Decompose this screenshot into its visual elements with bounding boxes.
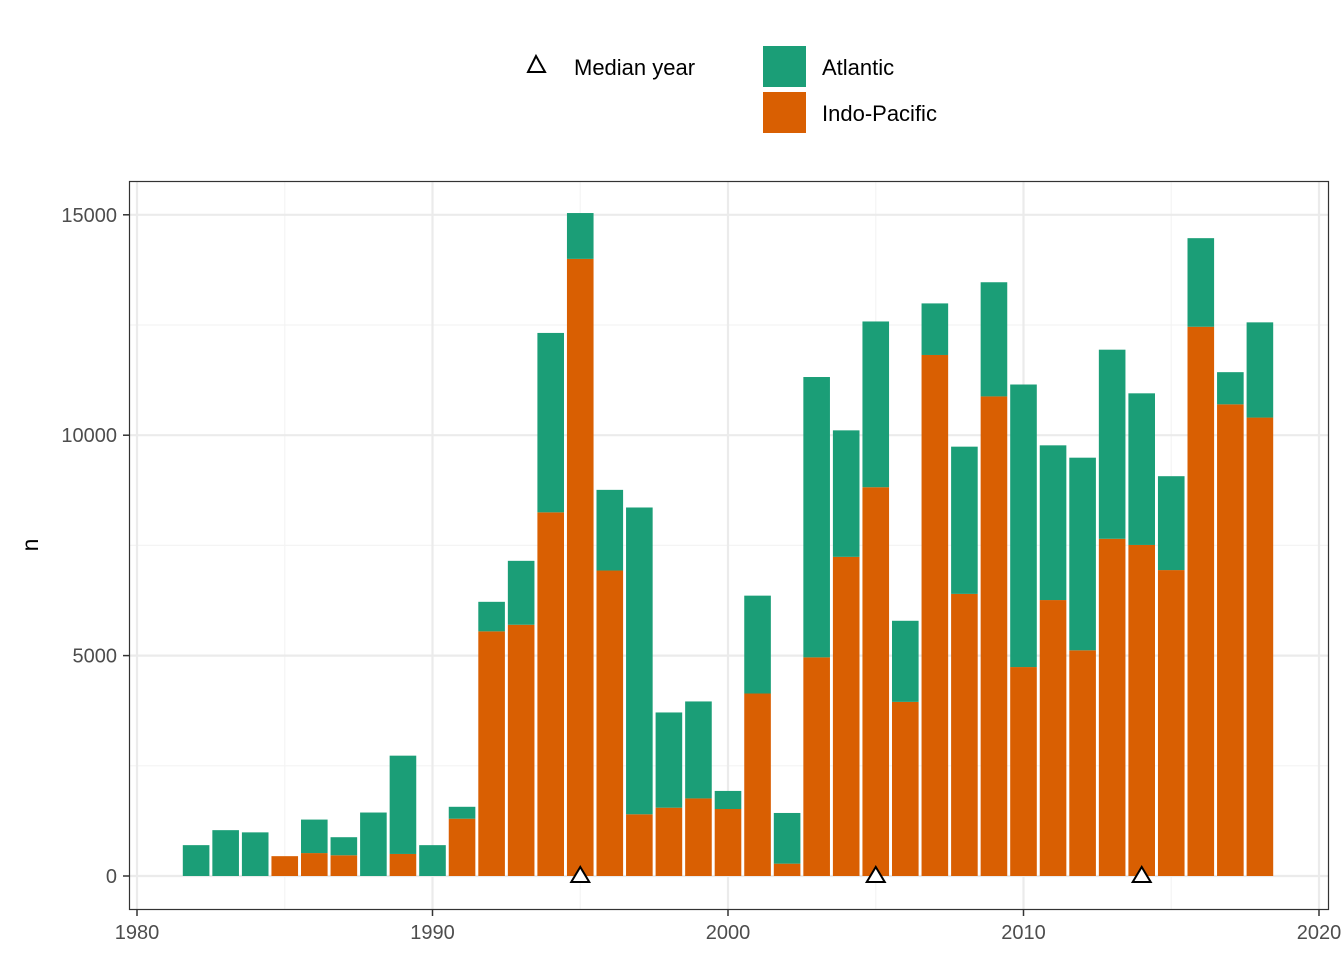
bar-atlantic-1991 [448,806,476,819]
bar-atlantic-2009 [980,282,1008,397]
bar-indo-pacific-2012 [1069,650,1096,876]
x-tick-label-2000: 2000 [706,922,751,944]
bar-atlantic-2017 [1217,372,1244,405]
bar-atlantic-2007 [921,303,949,355]
bar-indo-pacific-2016 [1187,326,1215,877]
bar-indo-pacific-1993 [507,624,535,876]
bar-atlantic-2015 [1157,476,1185,571]
legend-key-atlantic [763,46,806,87]
legend: Median year Atlantic Indo-Pacific [526,46,937,133]
bar-indo-pacific-1987 [330,855,358,876]
bar-atlantic-1993 [507,560,535,625]
median-year-triangle-icon [526,53,547,73]
bar-indo-pacific-2014 [1128,544,1155,876]
bar-indo-pacific-1992 [478,631,505,876]
median-year-marker-1995 [569,865,592,883]
legend-key-indo-pacific [763,92,806,133]
bar-indo-pacific-2011 [1039,600,1067,876]
legend-label-atlantic: Atlantic [822,55,894,80]
bar-indo-pacific-1999 [685,798,712,876]
bar-indo-pacific-2007 [921,354,949,877]
bar-atlantic-2004 [832,430,860,557]
bar-indo-pacific-1986 [301,853,328,876]
bar-indo-pacific-2004 [832,556,860,876]
bars [182,213,1274,877]
legend-item-median-year: Median year [526,53,695,80]
bar-atlantic-1995 [566,213,594,259]
bar-indo-pacific-2017 [1217,404,1244,876]
bar-atlantic-2016 [1187,238,1215,327]
bar-indo-pacific-2001 [744,693,771,876]
x-tick-label-1980: 1980 [115,922,160,944]
plot-panel [128,180,1330,911]
bar-atlantic-1999 [685,701,712,799]
bar-atlantic-2014 [1128,393,1155,545]
y-tick-label-0: 0 [106,866,117,888]
bar-indo-pacific-1991 [448,818,476,876]
bar-atlantic-2012 [1069,457,1096,651]
bar-indo-pacific-2015 [1157,570,1185,876]
median-year-marker-2005 [864,865,887,883]
bar-indo-pacific-2010 [1010,667,1037,876]
bar-atlantic-1994 [537,332,564,513]
y-tick-label-5000: 5000 [73,646,118,668]
bar-indo-pacific-1998 [655,807,683,876]
bar-atlantic-2001 [744,595,771,694]
bar-atlantic-1989 [389,755,417,854]
bar-indo-pacific-2006 [892,701,919,876]
y-tick-label-10000: 10000 [61,425,117,447]
median-year-marker-2014 [1130,865,1153,883]
bar-indo-pacific-2009 [980,396,1008,876]
bar-indo-pacific-2003 [803,657,830,876]
bar-atlantic-2013 [1098,349,1126,539]
bar-indo-pacific-1996 [596,570,624,876]
bar-atlantic-2003 [803,377,830,658]
bar-indo-pacific-2002 [773,863,801,876]
bar-atlantic-2018 [1246,322,1274,418]
bar-indo-pacific-1995 [566,258,594,876]
bar-atlantic-2006 [892,620,919,702]
bar-atlantic-1990 [419,845,446,876]
bar-atlantic-2002 [773,812,801,864]
bar-indo-pacific-2000 [714,808,742,876]
bar-atlantic-1992 [478,601,505,632]
bar-atlantic-1982 [182,845,210,876]
bar-atlantic-2008 [951,446,978,594]
bar-atlantic-2011 [1039,445,1067,601]
bar-atlantic-1984 [241,832,269,876]
bar-atlantic-2000 [714,790,742,809]
bar-indo-pacific-1994 [537,512,564,876]
bar-indo-pacific-2018 [1246,417,1274,876]
x-tick-label-1990: 1990 [410,922,455,944]
x-tick-label-2010: 2010 [1001,922,1046,944]
bar-atlantic-1997 [626,507,653,815]
bar-atlantic-2010 [1010,384,1037,668]
bar-indo-pacific-1985 [271,856,299,876]
legend-label-indo-pacific: Indo-Pacific [822,101,937,126]
legend-item-indo-pacific: Indo-Pacific [763,92,937,133]
bar-indo-pacific-2005 [862,487,890,876]
median-markers [569,865,1153,883]
bar-indo-pacific-2008 [951,593,978,876]
bar-atlantic-2005 [862,321,890,488]
bar-atlantic-1987 [330,837,358,856]
legend-item-atlantic: Atlantic [763,46,894,87]
legend-label-median-year: Median year [574,55,695,80]
y-axis-title: n [17,539,43,552]
y-tick-label-15000: 15000 [61,205,117,227]
bar-atlantic-1986 [301,819,328,854]
bar-indo-pacific-2013 [1098,538,1126,876]
major-gridlines [130,182,1328,909]
panel-border [128,180,1330,911]
x-axis: 1980 1990 2000 2010 2020 [115,909,1342,944]
bar-atlantic-1983 [212,830,239,876]
bar-atlantic-1996 [596,489,624,571]
bar-indo-pacific-1989 [389,853,417,876]
x-tick-label-2020: 2020 [1297,922,1342,944]
bar-indo-pacific-1997 [626,814,653,876]
y-axis: 0 5000 10000 15000 [61,205,130,888]
bar-atlantic-1998 [655,712,683,808]
bar-atlantic-1988 [360,812,387,876]
